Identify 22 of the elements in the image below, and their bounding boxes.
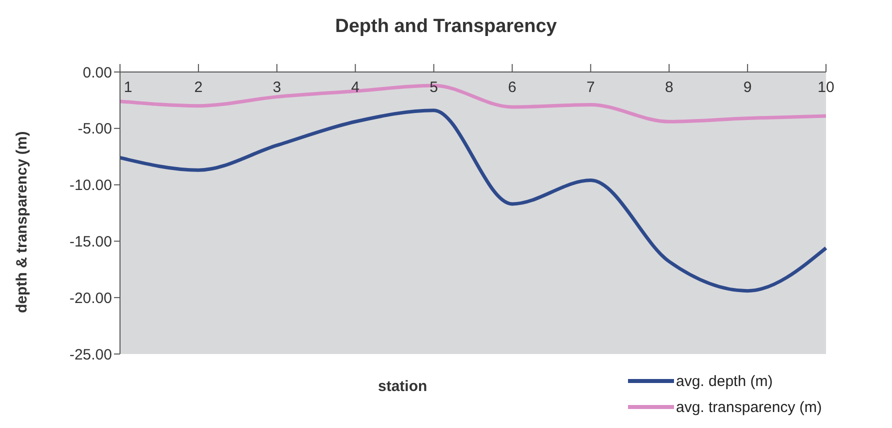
x-tick-label: 10 [818, 79, 834, 96]
x-tick-label: 9 [743, 79, 752, 96]
line-series [118, 108, 828, 293]
legend-label: avg. depth (m) [676, 372, 773, 390]
x-tick-label: 4 [351, 79, 360, 96]
y-axis-title: depth & transparency (m) [13, 131, 30, 313]
x-tick-label: 1 [124, 79, 132, 96]
x-tick-label: 6 [508, 79, 516, 96]
x-tick-label: 5 [430, 79, 438, 96]
y-tick-label: -5.00 [78, 120, 112, 138]
x-tick-label: 8 [664, 79, 674, 96]
y-tick-label: -15.00 [69, 234, 112, 251]
y-tick-label: 0.00 [82, 64, 112, 82]
legend-label: avg. transparency (m) [676, 398, 822, 416]
x-tick-label: 3 [272, 79, 282, 96]
y-tick-label: -20.00 [69, 290, 112, 307]
x-tick-label: 7 [586, 79, 595, 96]
y-tick-label: -25.00 [69, 346, 112, 364]
chart-title: Depth and Transparency [334, 16, 558, 38]
x-tick-label: 2 [194, 79, 203, 96]
x-axis-title: station [378, 378, 428, 395]
y-tick-label: -10.00 [69, 177, 112, 194]
